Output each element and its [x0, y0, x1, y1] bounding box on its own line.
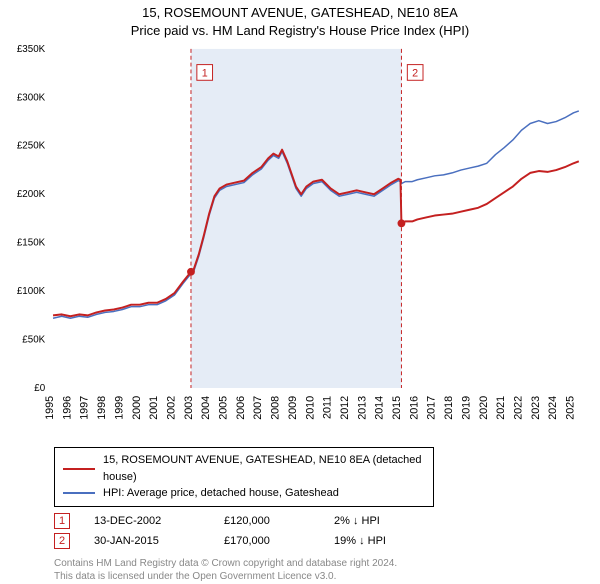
svg-text:2011: 2011	[322, 396, 334, 419]
svg-text:2001: 2001	[148, 396, 160, 420]
svg-text:2021: 2021	[495, 396, 507, 420]
svg-text:1997: 1997	[79, 396, 91, 420]
svg-text:2010: 2010	[304, 396, 316, 420]
svg-text:2019: 2019	[460, 396, 472, 420]
svg-text:2004: 2004	[200, 396, 212, 420]
svg-text:£200K: £200K	[17, 189, 46, 200]
svg-text:2009: 2009	[287, 396, 299, 420]
svg-text:2014: 2014	[374, 396, 386, 420]
svg-text:2022: 2022	[513, 396, 525, 420]
event-row: 2 30-JAN-2015£170,00019% ↓ HPI	[54, 531, 594, 551]
svg-text:1995: 1995	[44, 396, 56, 420]
chart-card: 15, ROSEMOUNT AVENUE, GATESHEAD, NE10 8E…	[0, 0, 600, 560]
svg-text:£50K: £50K	[22, 335, 45, 346]
svg-text:1: 1	[202, 67, 208, 79]
line-chart-svg: £0 £50K £100K £150K £200K £250K £300K £350K 1995…	[6, 41, 594, 441]
svg-text:2013: 2013	[356, 396, 368, 420]
event-date: 13-DEC-2002	[94, 515, 224, 527]
svg-text:2008: 2008	[270, 396, 282, 420]
event-delta: 19% ↓ HPI	[334, 535, 444, 547]
svg-text:2007: 2007	[252, 396, 264, 420]
svg-text:£0: £0	[34, 383, 45, 394]
chart-title: 15, ROSEMOUNT AVENUE, GATESHEAD, NE10 8E…	[6, 4, 594, 39]
svg-text:2: 2	[412, 67, 418, 79]
legend-label: HPI: Average price, detached house, Gate…	[103, 485, 339, 502]
svg-text:2005: 2005	[218, 396, 230, 420]
legend-swatch	[63, 468, 95, 470]
svg-text:2020: 2020	[478, 396, 490, 420]
legend-item: HPI: Average price, detached house, Gate…	[63, 485, 425, 502]
svg-text:2012: 2012	[339, 396, 351, 420]
svg-text:£300K: £300K	[17, 92, 46, 103]
svg-text:2025: 2025	[565, 396, 577, 420]
event-marker: 1	[54, 513, 70, 529]
event-price: £170,000	[224, 535, 334, 547]
svg-text:£350K: £350K	[17, 44, 46, 55]
svg-text:£250K: £250K	[17, 141, 46, 152]
svg-text:2016: 2016	[408, 396, 420, 420]
legend-item: 15, ROSEMOUNT AVENUE, GATESHEAD, NE10 8E…	[63, 452, 425, 485]
footnote: Contains HM Land Registry data © Crown c…	[54, 557, 594, 584]
legend-label: 15, ROSEMOUNT AVENUE, GATESHEAD, NE10 8E…	[103, 452, 425, 485]
svg-text:2006: 2006	[235, 396, 247, 420]
svg-text:2018: 2018	[443, 396, 455, 420]
event-table: 1 13-DEC-2002£120,0002% ↓ HPI 2 30-JAN-2015…	[54, 511, 594, 551]
svg-text:£150K: £150K	[17, 238, 46, 249]
event-row: 1 13-DEC-2002£120,0002% ↓ HPI	[54, 511, 594, 531]
footnote-line1: Contains HM Land Registry data © Crown c…	[54, 557, 594, 571]
title-line1: 15, ROSEMOUNT AVENUE, GATESHEAD, NE10 8E…	[6, 4, 594, 22]
event-marker: 2	[54, 533, 70, 549]
svg-text:1998: 1998	[96, 396, 108, 420]
svg-text:2015: 2015	[391, 396, 403, 420]
event-delta: 2% ↓ HPI	[334, 515, 444, 527]
svg-text:2023: 2023	[530, 396, 542, 420]
legend: 15, ROSEMOUNT AVENUE, GATESHEAD, NE10 8E…	[54, 447, 434, 507]
event-date: 30-JAN-2015	[94, 535, 224, 547]
title-line2: Price paid vs. HM Land Registry's House …	[6, 22, 594, 40]
event-price: £120,000	[224, 515, 334, 527]
footnote-line2: This data is licensed under the Open Gov…	[54, 570, 594, 584]
legend-swatch	[63, 492, 95, 494]
svg-text:2003: 2003	[183, 396, 195, 420]
svg-text:£100K: £100K	[17, 286, 46, 297]
svg-text:1996: 1996	[61, 396, 73, 420]
chart-plot: £0 £50K £100K £150K £200K £250K £300K £350K 1995…	[6, 41, 594, 441]
svg-text:1999: 1999	[113, 396, 125, 420]
svg-text:2017: 2017	[426, 396, 438, 420]
svg-text:2002: 2002	[165, 396, 177, 420]
svg-text:2000: 2000	[131, 396, 143, 420]
svg-text:2024: 2024	[547, 396, 559, 420]
